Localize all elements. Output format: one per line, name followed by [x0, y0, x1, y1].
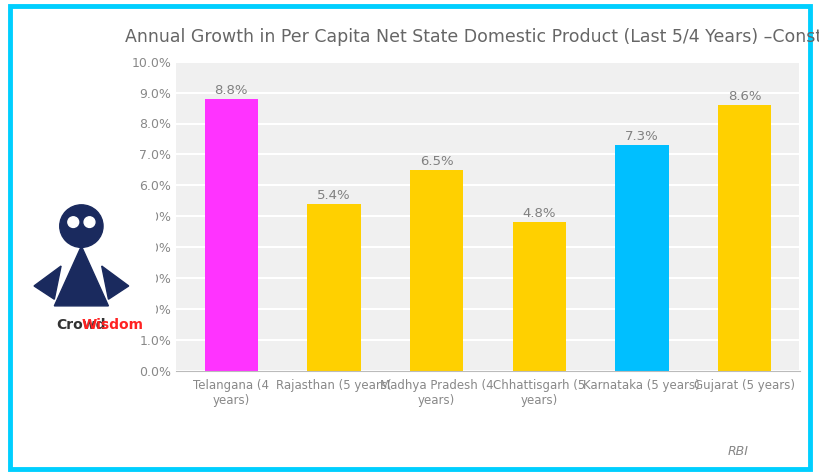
Text: 7.3%: 7.3% — [624, 130, 658, 143]
Polygon shape — [102, 266, 129, 299]
Text: 8.8%: 8.8% — [215, 84, 248, 96]
Bar — [307, 204, 360, 370]
Polygon shape — [34, 266, 61, 299]
Text: 5.4%: 5.4% — [317, 189, 351, 201]
Text: 8.6%: 8.6% — [726, 90, 760, 103]
Polygon shape — [54, 246, 108, 306]
Text: RBI: RBI — [726, 446, 748, 458]
Circle shape — [84, 217, 95, 228]
Bar — [614, 145, 667, 370]
Text: Wisdom: Wisdom — [81, 317, 143, 332]
Circle shape — [68, 217, 79, 228]
Circle shape — [60, 205, 103, 247]
Bar — [717, 105, 770, 370]
Title: Annual Growth in Per Capita Net State Domestic Product (Last 5/4 Years) –Constan: Annual Growth in Per Capita Net State Do… — [125, 28, 819, 46]
Bar — [205, 99, 258, 371]
Text: Crowd: Crowd — [57, 317, 106, 332]
Bar — [512, 222, 565, 370]
Text: 6.5%: 6.5% — [419, 155, 453, 168]
Bar — [410, 170, 463, 370]
Text: 4.8%: 4.8% — [522, 207, 555, 220]
